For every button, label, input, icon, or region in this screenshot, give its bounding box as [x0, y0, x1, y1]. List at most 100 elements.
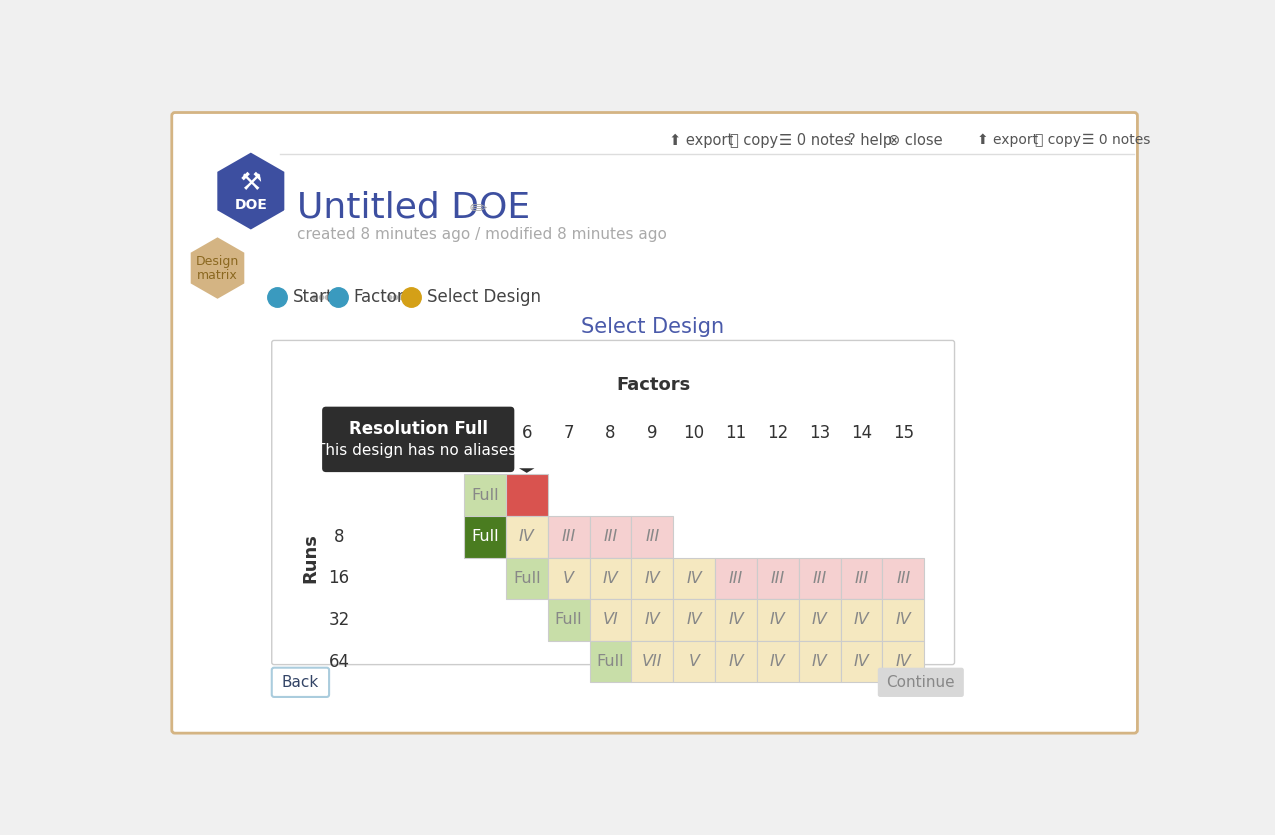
Polygon shape	[519, 468, 534, 473]
Text: Select Design: Select Design	[581, 317, 724, 337]
FancyBboxPatch shape	[882, 600, 924, 640]
Text: Factors: Factors	[616, 376, 690, 394]
Text: 64: 64	[329, 652, 349, 671]
Text: ✏: ✏	[469, 198, 487, 218]
Text: IV: IV	[728, 654, 743, 669]
Text: 6: 6	[521, 424, 532, 442]
Text: IV: IV	[686, 571, 703, 586]
Text: III: III	[854, 571, 868, 586]
FancyBboxPatch shape	[548, 600, 589, 640]
Text: matrix: matrix	[198, 269, 238, 282]
Text: Factors: Factors	[353, 287, 413, 306]
Text: ⧉ copy: ⧉ copy	[1035, 134, 1081, 147]
Text: DOE: DOE	[235, 198, 268, 212]
FancyBboxPatch shape	[464, 474, 506, 516]
Text: V: V	[564, 571, 574, 586]
Text: 8: 8	[606, 424, 616, 442]
Text: ☰ 0 notes: ☰ 0 notes	[1081, 134, 1150, 147]
Text: IV: IV	[519, 529, 534, 544]
Text: III: III	[603, 529, 617, 544]
FancyBboxPatch shape	[272, 668, 329, 697]
FancyBboxPatch shape	[877, 668, 964, 697]
FancyBboxPatch shape	[589, 516, 631, 558]
Text: Full: Full	[513, 571, 541, 586]
Text: IV: IV	[854, 612, 870, 627]
Text: 15: 15	[892, 424, 914, 442]
Text: IV: IV	[812, 612, 827, 627]
FancyBboxPatch shape	[840, 600, 882, 640]
Text: ⎕ copy: ⎕ copy	[729, 133, 778, 148]
FancyBboxPatch shape	[589, 600, 631, 640]
FancyBboxPatch shape	[548, 558, 589, 600]
FancyBboxPatch shape	[631, 558, 673, 600]
Text: Runs: Runs	[301, 534, 320, 584]
FancyBboxPatch shape	[272, 341, 955, 665]
Text: IV: IV	[770, 612, 785, 627]
FancyBboxPatch shape	[882, 558, 924, 600]
FancyBboxPatch shape	[715, 558, 757, 600]
Text: IV: IV	[603, 571, 618, 586]
FancyBboxPatch shape	[673, 640, 715, 682]
Text: IV: IV	[728, 612, 743, 627]
FancyBboxPatch shape	[757, 640, 798, 682]
Text: IV: IV	[770, 654, 785, 669]
FancyBboxPatch shape	[506, 558, 548, 600]
FancyBboxPatch shape	[589, 558, 631, 600]
Text: III: III	[896, 571, 910, 586]
Text: Resolution Full: Resolution Full	[349, 420, 488, 438]
Text: 8: 8	[334, 528, 344, 546]
FancyBboxPatch shape	[715, 600, 757, 640]
Text: Start: Start	[293, 287, 333, 306]
Text: VII: VII	[643, 654, 663, 669]
Polygon shape	[189, 235, 246, 301]
Text: ⬆ export: ⬆ export	[669, 133, 733, 148]
FancyBboxPatch shape	[757, 558, 798, 600]
Text: Continue: Continue	[886, 675, 955, 690]
Text: IV: IV	[854, 654, 870, 669]
FancyBboxPatch shape	[548, 516, 589, 558]
FancyBboxPatch shape	[798, 640, 840, 682]
Text: ⚒: ⚒	[240, 171, 263, 195]
FancyBboxPatch shape	[882, 640, 924, 682]
FancyBboxPatch shape	[840, 558, 882, 600]
FancyBboxPatch shape	[798, 600, 840, 640]
FancyBboxPatch shape	[798, 558, 840, 600]
Text: Design: Design	[196, 256, 240, 268]
Text: III: III	[645, 529, 659, 544]
FancyBboxPatch shape	[464, 516, 506, 558]
Text: III: III	[770, 571, 785, 586]
Text: created 8 minutes ago / modified 8 minutes ago: created 8 minutes ago / modified 8 minut…	[297, 227, 667, 242]
Text: 12: 12	[768, 424, 788, 442]
FancyBboxPatch shape	[757, 600, 798, 640]
FancyBboxPatch shape	[840, 640, 882, 682]
Text: III: III	[812, 571, 826, 586]
Text: IV: IV	[686, 612, 703, 627]
FancyBboxPatch shape	[715, 640, 757, 682]
Text: IV: IV	[895, 654, 912, 669]
Text: ⊗ close: ⊗ close	[887, 133, 942, 148]
FancyBboxPatch shape	[631, 516, 673, 558]
Text: 14: 14	[850, 424, 872, 442]
Text: IV: IV	[812, 654, 827, 669]
Text: Back: Back	[282, 675, 319, 690]
Text: 10: 10	[683, 424, 705, 442]
Text: 16: 16	[329, 569, 349, 587]
Text: III: III	[729, 571, 743, 586]
Text: IV: IV	[644, 571, 660, 586]
FancyBboxPatch shape	[589, 640, 631, 682]
Text: III: III	[561, 529, 576, 544]
Text: 7: 7	[564, 424, 574, 442]
Text: Full: Full	[555, 612, 583, 627]
Text: This design has no aliases.: This design has no aliases.	[316, 443, 521, 458]
Text: ☰ 0 notes: ☰ 0 notes	[779, 133, 852, 148]
FancyBboxPatch shape	[673, 558, 715, 600]
Text: ⬆ export: ⬆ export	[977, 134, 1038, 147]
Text: Full: Full	[470, 488, 499, 503]
Text: Full: Full	[597, 654, 625, 669]
FancyBboxPatch shape	[673, 600, 715, 640]
FancyBboxPatch shape	[506, 474, 548, 516]
Text: IV: IV	[644, 612, 660, 627]
FancyBboxPatch shape	[506, 516, 548, 558]
FancyBboxPatch shape	[172, 113, 1137, 733]
Text: Untitled DOE: Untitled DOE	[297, 191, 530, 225]
